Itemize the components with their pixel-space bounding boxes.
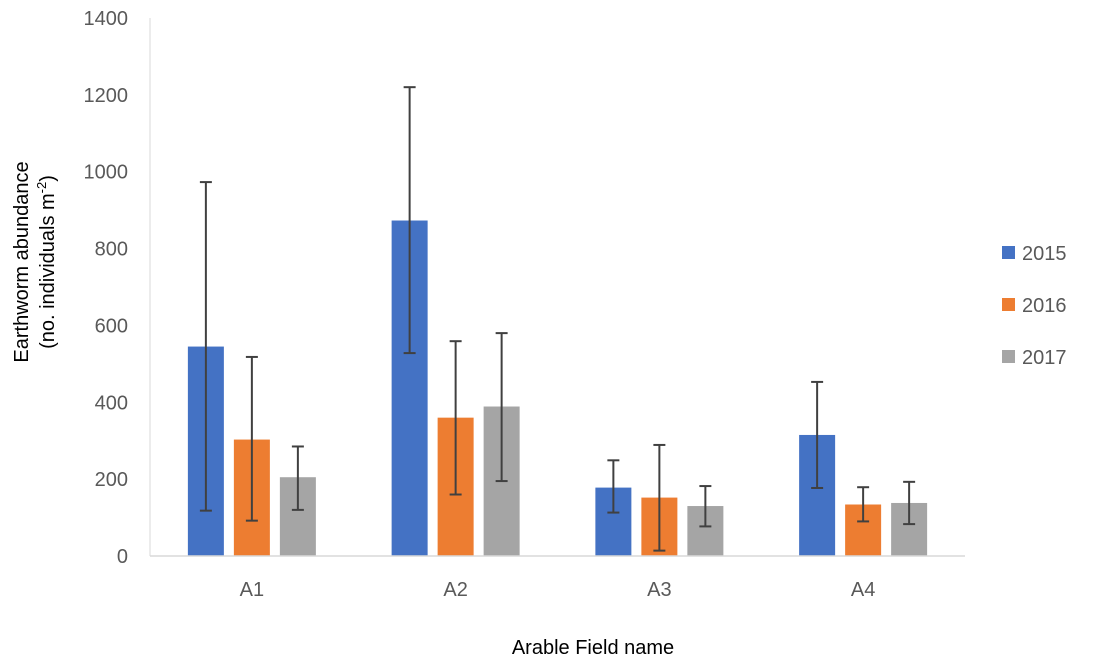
y-tick-label: 1200	[84, 85, 129, 107]
y-tick-label: 0	[117, 546, 128, 568]
x-category-label: A2	[443, 579, 467, 601]
y-axis-ticks: 0 200 400 600 800 1000 1200 1400	[84, 8, 151, 568]
y-axis-title-line2: (no. individuals m-2)	[34, 175, 59, 349]
x-category-label: A4	[851, 579, 875, 601]
y-axis-title: Earthworm abundance (no. individuals m-2…	[11, 161, 59, 362]
x-axis-title: Arable Field name	[512, 637, 674, 659]
legend-label-2016: 2016	[1022, 295, 1067, 317]
y-tick-label: 200	[95, 469, 128, 491]
legend-swatch-2017	[1002, 350, 1015, 363]
legend-label-2017: 2017	[1022, 347, 1067, 369]
legend: 2015 2016 2017	[1002, 243, 1067, 369]
y-axis-title-suffix: )	[37, 175, 59, 182]
legend-label-2015: 2015	[1022, 243, 1067, 265]
y-tick-label: 1000	[84, 162, 129, 184]
x-category-label: A3	[647, 579, 671, 601]
y-tick-label: 1400	[84, 8, 129, 30]
y-axis-title-sup: -2	[34, 182, 49, 194]
y-tick-label: 400	[95, 392, 128, 414]
y-tick-label: 800	[95, 239, 128, 261]
y-axis-title-prefix: (no. individuals m	[37, 193, 59, 349]
legend-swatch-2015	[1002, 246, 1015, 259]
x-category-label: A1	[240, 579, 264, 601]
error-bar-group	[199, 86, 916, 552]
y-tick-label: 600	[95, 315, 128, 337]
legend-swatch-2016	[1002, 298, 1015, 311]
y-axis-title-line1: Earthworm abundance	[11, 161, 33, 362]
x-axis-categories: A1 A2 A3 A4	[240, 579, 876, 601]
